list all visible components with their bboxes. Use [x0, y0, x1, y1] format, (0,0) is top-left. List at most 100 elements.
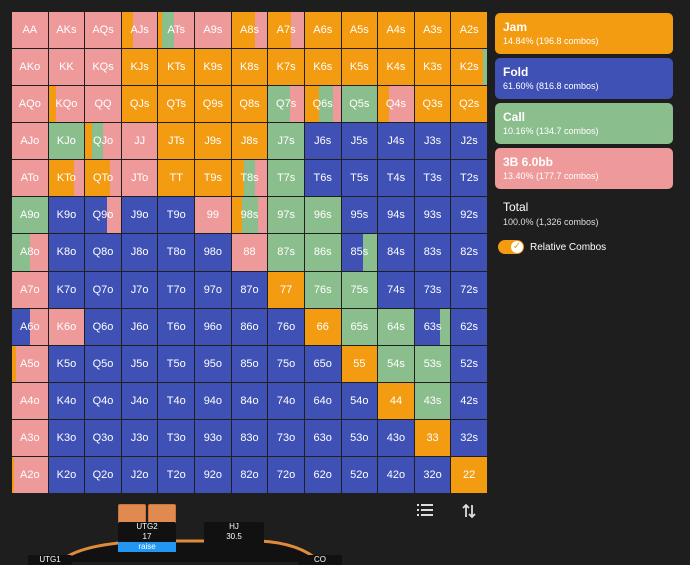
hand-cell[interactable]: T6s [304, 160, 342, 198]
hand-cell[interactable]: KJo [48, 123, 86, 161]
hand-cell[interactable]: 87s [268, 234, 305, 272]
hand-cell[interactable]: QTs [158, 86, 196, 124]
hand-cell[interactable]: 55 [341, 345, 379, 383]
hand-cell[interactable]: 72s [451, 271, 488, 309]
hand-cell[interactable]: ATs [158, 12, 196, 50]
hand-cell[interactable]: T3s [414, 160, 452, 198]
hand-cell[interactable]: Q9s [195, 86, 232, 124]
hand-cell[interactable]: TT [158, 160, 196, 198]
hand-cell[interactable]: J5o [121, 345, 159, 383]
hand-cell[interactable]: Q7s [268, 86, 305, 124]
hand-cell[interactable]: 72o [268, 456, 305, 494]
hand-cell[interactable]: J7o [121, 271, 159, 309]
hand-cell[interactable]: 66 [304, 308, 342, 346]
legend-jam[interactable]: Jam 14.84% (196.8 combos) [495, 13, 673, 54]
hand-cell[interactable]: 82o [231, 456, 269, 494]
hand-cell[interactable]: J3o [121, 419, 159, 457]
hand-cell[interactable]: T9o [158, 197, 196, 235]
hand-cell[interactable]: QJo [85, 123, 122, 161]
hand-cell[interactable]: Q2o [85, 456, 122, 494]
hand-cell[interactable]: JJ [121, 123, 159, 161]
hand-cell[interactable]: A4o [12, 382, 49, 420]
hand-cell[interactable]: 43o [378, 419, 415, 457]
hand-cell[interactable]: 96o [195, 308, 232, 346]
seat-hj[interactable]: HJ 30.5 [204, 522, 264, 544]
hand-cell[interactable]: K9s [195, 49, 232, 87]
hand-cell[interactable]: 93o [195, 419, 232, 457]
hand-cell[interactable]: 83o [231, 419, 269, 457]
hand-cell[interactable]: K4o [48, 382, 86, 420]
hand-cell[interactable]: A6s [304, 12, 342, 50]
hand-cell[interactable]: QJs [121, 86, 159, 124]
legend-call[interactable]: Call 10.16% (134.7 combos) [495, 103, 673, 144]
hand-cell[interactable]: AJs [121, 12, 159, 50]
hand-cell[interactable]: 77 [268, 271, 305, 309]
hand-cell[interactable]: A4s [378, 12, 415, 50]
hand-cell[interactable]: AQo [12, 86, 49, 124]
hand-cell[interactable]: T8o [158, 234, 196, 272]
hand-cell[interactable]: Q2s [451, 86, 488, 124]
hand-cell[interactable]: 42o [378, 456, 415, 494]
hand-cell[interactable]: AKs [48, 12, 86, 50]
hand-cell[interactable]: 99 [195, 197, 232, 235]
hand-cell[interactable]: A7s [268, 12, 305, 50]
hand-cell[interactable]: Q8o [85, 234, 122, 272]
hand-cell[interactable]: J6o [121, 308, 159, 346]
list-icon[interactable] [417, 503, 433, 520]
hand-cell[interactable]: 98o [195, 234, 232, 272]
hand-cell[interactable]: Q3o [85, 419, 122, 457]
hand-cell[interactable]: 42s [451, 382, 488, 420]
hand-cell[interactable]: 87o [231, 271, 269, 309]
hand-cell[interactable]: Q9o [85, 197, 122, 235]
hand-cell[interactable]: A2o [12, 456, 49, 494]
hand-cell[interactable]: 54s [378, 345, 415, 383]
hand-cell[interactable]: 86o [231, 308, 269, 346]
hand-cell[interactable]: A2s [451, 12, 488, 50]
hand-cell[interactable]: 95s [341, 197, 379, 235]
hand-cell[interactable]: KK [48, 49, 86, 87]
hand-cell[interactable]: AQs [85, 12, 122, 50]
hand-cell[interactable]: A9s [195, 12, 232, 50]
hand-cell[interactable]: J2s [451, 123, 488, 161]
hand-cell[interactable]: KQs [85, 49, 122, 87]
hand-cell[interactable]: 63o [304, 419, 342, 457]
hand-cell[interactable]: 84s [378, 234, 415, 272]
hand-cell[interactable]: 76o [268, 308, 305, 346]
hand-cell[interactable]: 44 [378, 382, 415, 420]
hand-cell[interactable]: K2s [451, 49, 488, 87]
hand-cell[interactable]: 83s [414, 234, 452, 272]
relative-combos-toggle[interactable]: ✓ [498, 240, 524, 254]
hand-cell[interactable]: Q5s [341, 86, 379, 124]
hand-cell[interactable]: 75o [268, 345, 305, 383]
hand-cell[interactable]: 82s [451, 234, 488, 272]
hand-cell[interactable]: K3s [414, 49, 452, 87]
hand-cell[interactable]: T3o [158, 419, 196, 457]
hand-cell[interactable]: 65o [304, 345, 342, 383]
hand-cell[interactable]: K5o [48, 345, 86, 383]
hand-cell[interactable]: 85s [341, 234, 379, 272]
hand-cell[interactable]: 93s [414, 197, 452, 235]
hand-cell[interactable]: 64s [378, 308, 415, 346]
hand-cell[interactable]: T8s [231, 160, 269, 198]
hand-cell[interactable]: Q4o [85, 382, 122, 420]
hand-cell[interactable]: J8s [231, 123, 269, 161]
hand-cell[interactable]: AKo [12, 49, 49, 87]
hand-cell[interactable]: Q6o [85, 308, 122, 346]
hand-cell[interactable]: K3o [48, 419, 86, 457]
hand-cell[interactable]: K9o [48, 197, 86, 235]
hand-cell[interactable]: 84o [231, 382, 269, 420]
hand-cell[interactable]: K2o [48, 456, 86, 494]
hand-cell[interactable]: ATo [12, 160, 49, 198]
hand-cell[interactable]: T6o [158, 308, 196, 346]
hand-cell[interactable]: JTo [121, 160, 159, 198]
hand-cell[interactable]: Q7o [85, 271, 122, 309]
hand-cell[interactable]: Q8s [231, 86, 269, 124]
hand-cell[interactable]: 97o [195, 271, 232, 309]
hand-cell[interactable]: 65s [341, 308, 379, 346]
hand-cell[interactable]: 95o [195, 345, 232, 383]
hand-cell[interactable]: K6s [304, 49, 342, 87]
hand-cell[interactable]: KJs [121, 49, 159, 87]
hand-cell[interactable]: 92o [195, 456, 232, 494]
hand-cell[interactable]: 53s [414, 345, 452, 383]
hand-cell[interactable]: A3s [414, 12, 452, 50]
